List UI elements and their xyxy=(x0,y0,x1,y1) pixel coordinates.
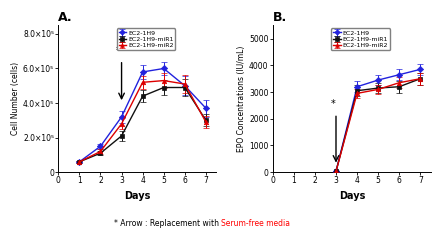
X-axis label: Days: Days xyxy=(124,191,151,201)
Text: A.: A. xyxy=(58,11,73,24)
Text: *: * xyxy=(331,99,335,110)
Text: * Arrow : Replacement with: * Arrow : Replacement with xyxy=(114,219,221,228)
Legend: EC2-1H9, EC2-1H9-miR1, EC2-1H9-miR2: EC2-1H9, EC2-1H9-miR1, EC2-1H9-miR2 xyxy=(331,28,390,50)
Text: B.: B. xyxy=(273,11,287,24)
Y-axis label: EPO Concentrations (IU/mL): EPO Concentrations (IU/mL) xyxy=(237,45,246,152)
X-axis label: Days: Days xyxy=(339,191,365,201)
Text: *: * xyxy=(116,46,121,56)
Text: Serum-free media: Serum-free media xyxy=(221,219,290,228)
Legend: EC2-1H9, EC2-1H9-miR1, EC2-1H9-miR2: EC2-1H9, EC2-1H9-miR1, EC2-1H9-miR2 xyxy=(117,28,175,50)
Y-axis label: Cell Number (cells): Cell Number (cells) xyxy=(11,62,20,135)
